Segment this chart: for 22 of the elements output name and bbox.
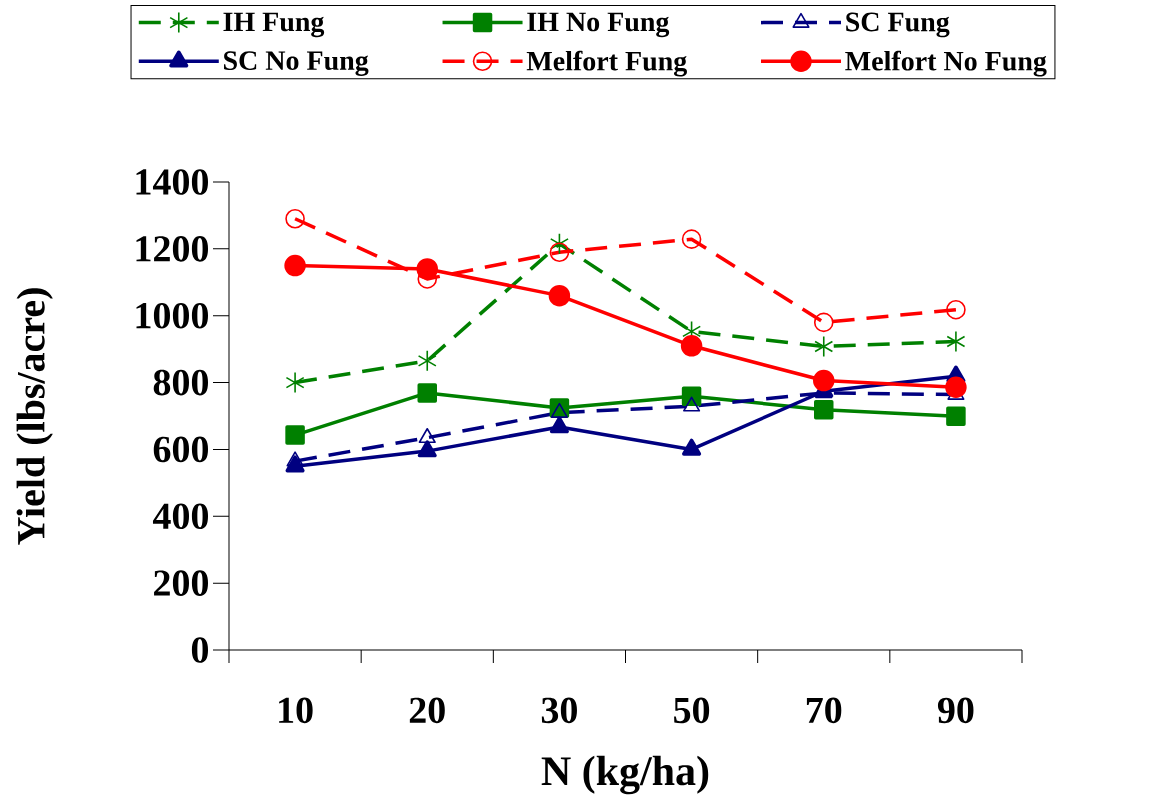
y-tick-label: 1200	[136, 236, 209, 262]
legend-label: Melfort No Fung	[845, 50, 1047, 77]
x-tick-label: 50	[674, 697, 710, 724]
x-tick-label: 90	[937, 697, 974, 724]
x-tick-label: 10	[279, 697, 313, 724]
y-tick-label: 400	[152, 503, 209, 530]
x-axis-title: N (kg/ha)	[541, 755, 709, 795]
y-tick-label: 200	[154, 570, 209, 596]
y-tick-label: 600	[153, 436, 209, 463]
x-tick-label: 20	[409, 697, 445, 724]
x-tick-label: 70	[806, 697, 842, 724]
legend-label: Melfort Fung	[526, 50, 687, 77]
legend-label: SC No Fung	[224, 51, 369, 76]
y-tick-label: 800	[153, 369, 209, 396]
x-tick-label: 30	[541, 697, 577, 724]
y-tick-label: 1000	[136, 302, 209, 329]
y-tick-label: 1400	[136, 169, 209, 195]
y-axis-title: Yield (lbs/acre)	[16, 288, 53, 545]
y-tick-label: 0	[191, 637, 209, 663]
legend-label: IH Fung	[223, 12, 325, 38]
legend-label: IH No Fung	[527, 12, 670, 38]
legend-label: SC Fung	[846, 12, 950, 38]
